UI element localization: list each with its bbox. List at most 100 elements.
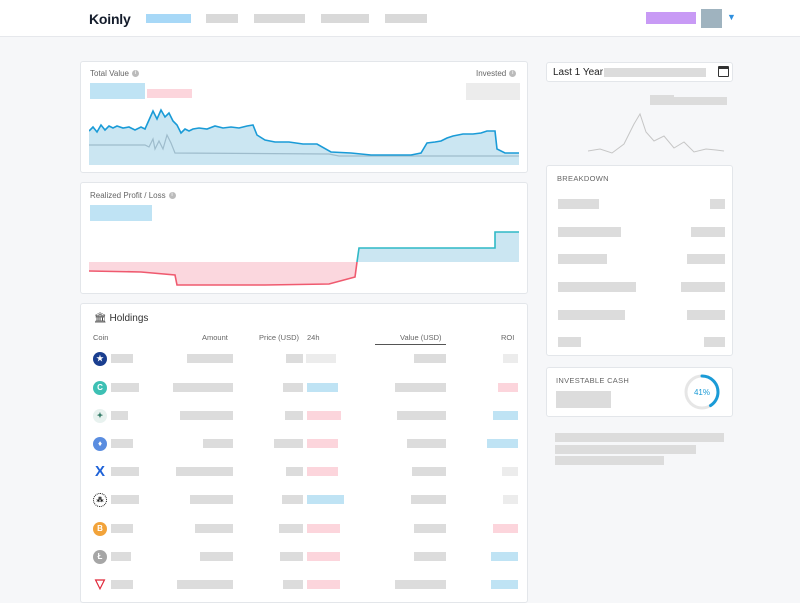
info-icon[interactable]: i: [168, 192, 176, 200]
invested-heading: Invested i: [476, 69, 517, 78]
row-value: [395, 383, 446, 392]
row-coin-name[interactable]: [111, 411, 128, 420]
column-amount[interactable]: Amount: [202, 333, 228, 342]
row-price: [280, 552, 303, 561]
breakdown-value: [681, 282, 725, 292]
breakdown-value: [687, 254, 725, 264]
row-24h: [307, 524, 340, 533]
row-amount: [187, 354, 233, 363]
row-amount: [190, 495, 233, 504]
summary-value: [650, 95, 674, 105]
column-value[interactable]: Value (USD): [400, 333, 442, 342]
nav-item[interactable]: [321, 14, 369, 23]
total-value-heading: Total Value i: [90, 69, 139, 78]
breakdown-label: [558, 199, 599, 209]
period-range: [604, 68, 706, 77]
column-24h[interactable]: 24h: [307, 333, 320, 342]
celo-icon: C: [93, 381, 107, 395]
row-coin-name[interactable]: [111, 383, 139, 392]
nav-item-active[interactable]: [146, 14, 191, 23]
row-roi: [503, 495, 518, 504]
row-amount: [177, 580, 233, 589]
row-coin-name[interactable]: [111, 467, 139, 476]
holdings-heading: 🏛 Holdings: [94, 313, 149, 324]
breakdown-label: [558, 337, 581, 347]
row-coin-name[interactable]: [111, 354, 133, 363]
row-coin-name[interactable]: [111, 439, 133, 448]
column-coin[interactable]: Coin: [93, 333, 109, 342]
breakdown-value: [704, 337, 725, 347]
row-amount: [176, 467, 233, 476]
row-price: [274, 439, 303, 448]
row-24h: [307, 383, 338, 392]
koinly-logo[interactable]: Koinly: [89, 11, 131, 27]
breakdown-label: [558, 282, 636, 292]
row-24h: [307, 411, 341, 420]
row-amount: [173, 383, 233, 392]
breakdown-value: [687, 310, 725, 320]
row-roi: [498, 383, 518, 392]
summary-subvalue: [674, 97, 727, 105]
breakdown-label: [558, 254, 607, 264]
row-coin-name[interactable]: [111, 524, 133, 533]
total-value-change: [147, 89, 192, 98]
row-price: [279, 524, 303, 533]
row-price: [283, 580, 303, 589]
breakdown-heading: BREAKDOWN: [557, 174, 609, 183]
eu-coin-icon: ★: [93, 352, 107, 366]
realized-pnl-heading: Realized Profit / Loss i: [90, 191, 176, 200]
row-price: [285, 411, 303, 420]
info-icon[interactable]: i: [132, 70, 139, 78]
row-roi: [493, 411, 518, 420]
nav-item[interactable]: [206, 14, 238, 23]
row-24h: [306, 354, 336, 363]
avatar[interactable]: [701, 9, 722, 28]
breakdown-value: [691, 227, 725, 237]
calendar-icon[interactable]: [718, 66, 729, 77]
column-roi[interactable]: ROI: [501, 333, 515, 342]
breakdown-value: [710, 199, 725, 209]
row-value: [414, 524, 446, 533]
row-value: [414, 552, 446, 561]
footer-text-line: [555, 433, 724, 442]
info-icon[interactable]: i: [509, 70, 517, 78]
row-24h: [307, 552, 340, 561]
row-amount: [195, 524, 233, 533]
row-24h: [307, 439, 338, 448]
row-coin-name[interactable]: [111, 495, 139, 504]
top-bar: Koinly ▼: [0, 0, 800, 37]
chevron-down-icon[interactable]: ▼: [727, 12, 736, 22]
breakdown-label: [558, 227, 621, 237]
tron-icon: ▽: [95, 576, 105, 591]
footer-text-line: [555, 445, 696, 454]
row-value: [395, 580, 446, 589]
row-amount: [203, 439, 233, 448]
row-24h: [307, 495, 344, 504]
bitcoin-icon: B: [93, 522, 107, 536]
period-label: Last 1 Year: [553, 67, 604, 78]
row-coin-name[interactable]: [111, 580, 133, 589]
sort-indicator: [375, 344, 446, 345]
nav-item[interactable]: [385, 14, 427, 23]
row-price: [286, 354, 303, 363]
row-price: [286, 467, 303, 476]
bank-icon: 🏛: [94, 313, 107, 324]
column-price[interactable]: Price (USD): [259, 333, 300, 342]
row-roi: [487, 439, 518, 448]
tree-coin-icon: ✦: [93, 409, 107, 423]
sparkline-chart: [588, 112, 725, 154]
row-value: [412, 467, 446, 476]
iota-icon: ⁂: [93, 493, 107, 507]
realized-pnl-amount: [90, 205, 152, 221]
total-value-chart: [89, 108, 519, 165]
litecoin-icon: Ł: [93, 550, 107, 564]
row-roi: [502, 467, 518, 476]
ethereum-icon: ♦: [93, 437, 107, 451]
account-pill[interactable]: [646, 12, 696, 24]
row-roi: [493, 524, 518, 533]
row-value: [411, 495, 446, 504]
row-value: [397, 411, 446, 420]
nav-item[interactable]: [254, 14, 305, 23]
row-coin-name[interactable]: [111, 552, 131, 561]
row-24h: [307, 467, 338, 476]
